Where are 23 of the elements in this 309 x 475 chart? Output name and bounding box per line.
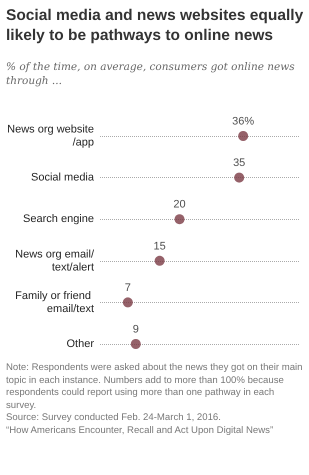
point (130, 339, 141, 349)
chart-subtitle: % of the time, on average, consumers got online news through ... (6, 60, 296, 88)
point (122, 297, 133, 308)
y-tick-label: News org email/text/alert (15, 248, 95, 274)
data-label: 7 (124, 282, 131, 294)
data-label: 20 (173, 198, 186, 211)
y-tick-label: Search engine (23, 213, 94, 226)
y-tick-label: Social media (31, 172, 95, 184)
point (154, 256, 165, 266)
source-note: Source: Survey conducted Feb. 24-March 1, 2016. (6, 412, 222, 424)
data-label: 9 (132, 324, 139, 336)
y-tick-label: Family or friend email/text (15, 290, 94, 315)
point (174, 214, 185, 224)
data-label: 15 (154, 240, 166, 252)
data-label: 35 (233, 157, 246, 170)
data-label: 36% (232, 116, 254, 128)
point (234, 172, 244, 183)
annotation: Note: Respondents were asked about the news they got on their main topic in each instance. Numbers add to more than 100% because respondents could report using more than one pathway in each survey. (6, 362, 304, 412)
text: “How Americans Encounter, Recall and Act Upon Digital News” (6, 424, 274, 437)
y-tick-label: Other (66, 338, 94, 350)
point (238, 131, 248, 141)
y-tick-label: News org website/app (7, 124, 94, 148)
chart-title: Social media and news websites equally likely to be pathways to online news (6, 6, 304, 46)
